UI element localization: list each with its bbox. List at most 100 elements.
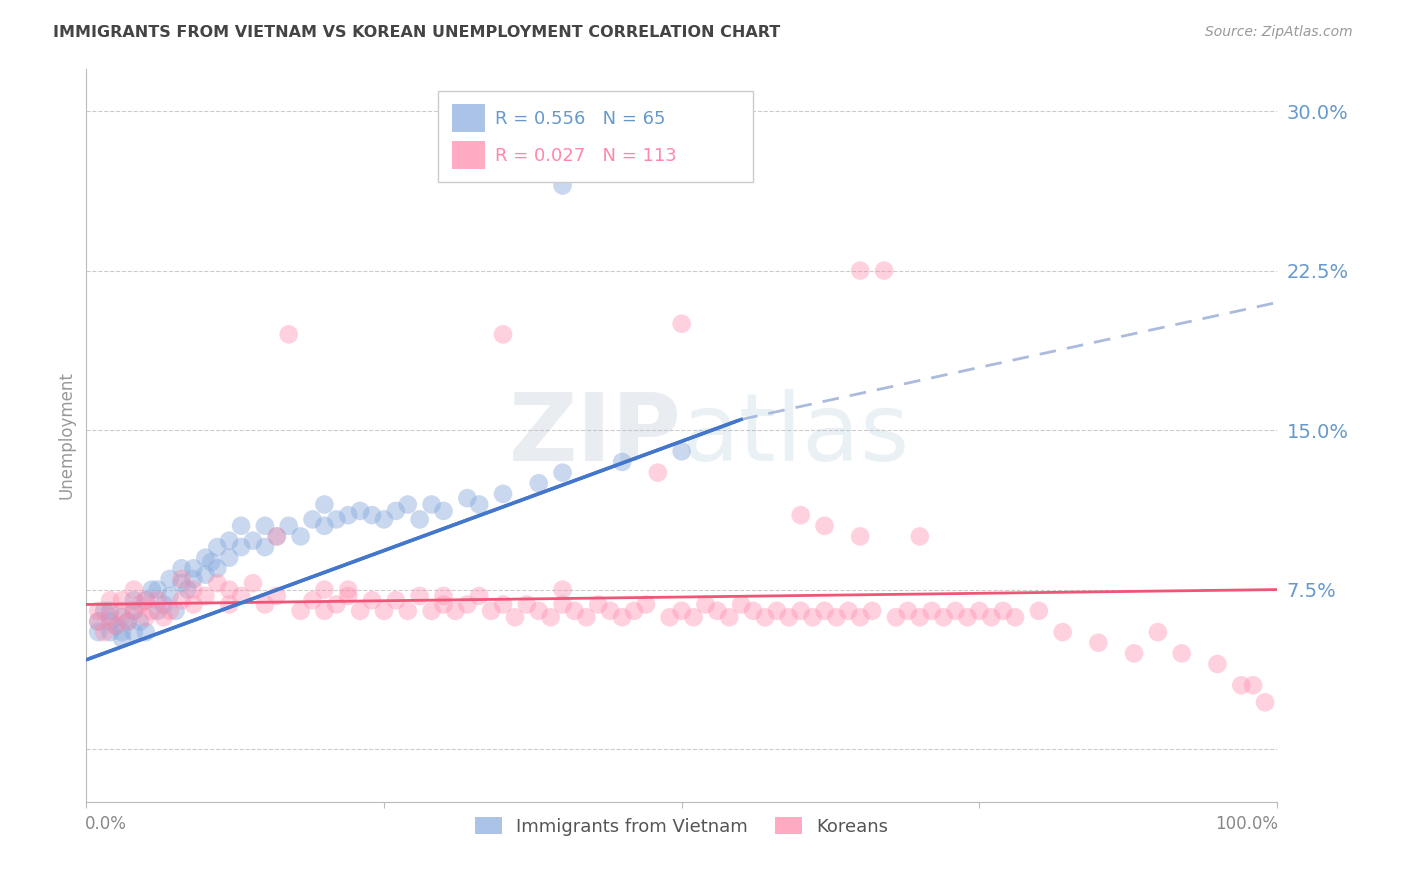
Point: [218, 598, 240, 612]
Point: [492, 327, 515, 342]
Point: [183, 598, 205, 612]
Point: [337, 582, 360, 597]
Point: [813, 604, 835, 618]
Point: [159, 572, 181, 586]
Point: [183, 572, 205, 586]
Point: [754, 610, 776, 624]
Point: [1028, 604, 1050, 618]
Legend: Immigrants from Vietnam, Koreans: Immigrants from Vietnam, Koreans: [465, 808, 897, 845]
Point: [266, 529, 288, 543]
Point: [122, 604, 145, 618]
Point: [373, 604, 395, 618]
Point: [194, 567, 217, 582]
Point: [1123, 647, 1146, 661]
Point: [218, 533, 240, 548]
Point: [682, 610, 704, 624]
Point: [314, 604, 336, 618]
Point: [956, 610, 979, 624]
Point: [551, 466, 574, 480]
Point: [766, 604, 789, 618]
Point: [111, 604, 134, 618]
Point: [183, 582, 205, 597]
Point: [945, 604, 967, 618]
Point: [87, 615, 110, 629]
Point: [432, 598, 454, 612]
Point: [706, 604, 728, 618]
Point: [200, 555, 222, 569]
Point: [314, 582, 336, 597]
Point: [610, 610, 633, 624]
Point: [908, 529, 931, 543]
Point: [456, 491, 478, 505]
Point: [128, 615, 150, 629]
Point: [551, 598, 574, 612]
Point: [159, 589, 181, 603]
Point: [396, 498, 419, 512]
Point: [361, 593, 384, 607]
Y-axis label: Unemployment: Unemployment: [58, 371, 75, 500]
Point: [98, 615, 121, 629]
Point: [408, 589, 430, 603]
Point: [170, 572, 193, 586]
Point: [396, 604, 419, 618]
Point: [290, 604, 312, 618]
Text: Source: ZipAtlas.com: Source: ZipAtlas.com: [1205, 25, 1353, 39]
Point: [610, 455, 633, 469]
Point: [884, 610, 907, 624]
Point: [1147, 625, 1170, 640]
Point: [1052, 625, 1074, 640]
Text: IMMIGRANTS FROM VIETNAM VS KOREAN UNEMPLOYMENT CORRELATION CHART: IMMIGRANTS FROM VIETNAM VS KOREAN UNEMPL…: [53, 25, 780, 40]
FancyBboxPatch shape: [451, 104, 485, 132]
Point: [551, 178, 574, 193]
Point: [849, 610, 872, 624]
Point: [623, 604, 645, 618]
Point: [1170, 647, 1192, 661]
Point: [218, 550, 240, 565]
Point: [420, 604, 443, 618]
Point: [165, 604, 187, 618]
Point: [695, 598, 717, 612]
Point: [503, 610, 526, 624]
Point: [564, 604, 586, 618]
Point: [468, 498, 491, 512]
Point: [207, 540, 229, 554]
Point: [551, 582, 574, 597]
Point: [599, 604, 621, 618]
Point: [492, 487, 515, 501]
Point: [1206, 657, 1229, 671]
Point: [128, 598, 150, 612]
Point: [170, 576, 193, 591]
Point: [897, 604, 920, 618]
Point: [111, 593, 134, 607]
Point: [634, 598, 657, 612]
Point: [1230, 678, 1253, 692]
Point: [105, 619, 128, 633]
Point: [730, 598, 752, 612]
Point: [385, 504, 408, 518]
Point: [349, 504, 371, 518]
Text: ZIP: ZIP: [509, 390, 682, 482]
Point: [325, 512, 347, 526]
Point: [111, 625, 134, 640]
Point: [301, 593, 323, 607]
Point: [921, 604, 943, 618]
Point: [93, 604, 115, 618]
Point: [373, 512, 395, 526]
Point: [87, 615, 110, 629]
Point: [87, 625, 110, 640]
Point: [207, 561, 229, 575]
Point: [218, 582, 240, 597]
FancyBboxPatch shape: [451, 141, 485, 169]
Point: [277, 327, 299, 342]
Point: [969, 604, 991, 618]
Point: [207, 576, 229, 591]
Point: [337, 589, 360, 603]
Point: [575, 610, 598, 624]
Point: [122, 582, 145, 597]
Point: [468, 589, 491, 603]
Point: [98, 625, 121, 640]
Point: [98, 604, 121, 618]
Point: [253, 540, 276, 554]
FancyBboxPatch shape: [437, 90, 754, 182]
Text: R = 0.027   N = 113: R = 0.027 N = 113: [495, 147, 676, 165]
